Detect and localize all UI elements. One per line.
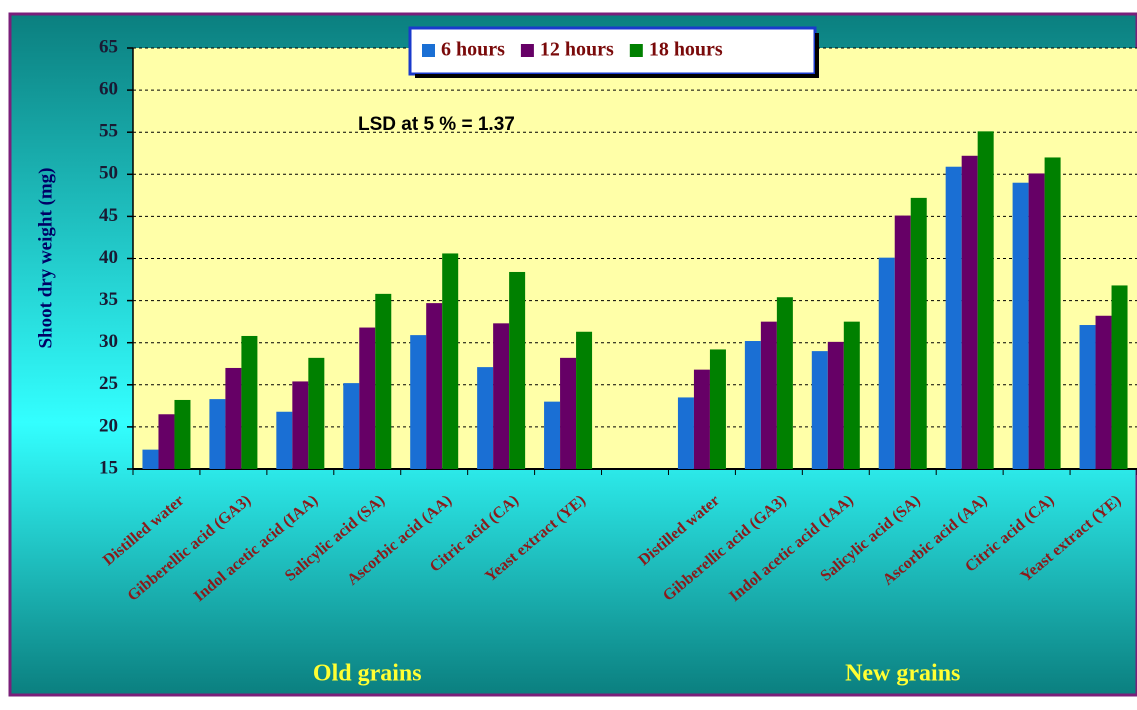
group-label: Old grains [313, 661, 422, 687]
bar [1111, 285, 1128, 469]
legend-shadow [815, 33, 819, 78]
y-axis-label: Shoot dry weight (mg) [35, 167, 56, 348]
bar [343, 383, 360, 469]
y-tick-label: 25 [99, 373, 118, 394]
bar [1095, 315, 1112, 469]
bar [225, 367, 242, 469]
bar [509, 271, 526, 469]
bar [292, 381, 309, 469]
y-tick-label: 45 [99, 205, 118, 226]
legend-label: 6 hours [441, 39, 505, 61]
legend-swatch [422, 44, 435, 57]
bar [693, 369, 710, 469]
legend-swatch [629, 44, 643, 57]
y-tick-label: 20 [99, 415, 118, 436]
bar [410, 335, 427, 469]
bar [142, 449, 159, 469]
legend-label: 18 hours [649, 39, 723, 61]
y-tick-label: 50 [99, 163, 118, 184]
legend-label: 12 hours [540, 39, 614, 61]
bar [878, 257, 895, 469]
y-tick-label: 15 [99, 457, 118, 478]
bar [709, 349, 726, 469]
bar [977, 131, 994, 469]
bar [1012, 182, 1029, 469]
bar [477, 367, 494, 469]
legend-shadow [415, 74, 819, 78]
bar [426, 303, 443, 469]
bar [894, 215, 911, 469]
y-tick-label: 30 [99, 331, 118, 352]
bar [910, 197, 927, 469]
bar [544, 401, 561, 469]
bar [209, 399, 226, 469]
bar [776, 297, 793, 469]
bar [843, 321, 860, 469]
y-tick-label: 40 [99, 247, 118, 268]
y-tick-label: 60 [99, 78, 118, 99]
legend [408, 26, 817, 76]
annotation: LSD at 5 % = 1.37 [358, 114, 515, 135]
bar [241, 335, 258, 469]
bar [174, 399, 191, 469]
group-label: New grains [845, 661, 960, 687]
bar [961, 155, 978, 469]
bar [308, 357, 325, 469]
bar [744, 341, 761, 469]
bar [1079, 325, 1096, 469]
legend-swatch [520, 44, 534, 57]
bar [276, 411, 293, 469]
bar [827, 341, 844, 469]
bar [560, 357, 577, 469]
bar [493, 323, 510, 469]
y-tick-label: 55 [99, 121, 118, 142]
bar [1028, 173, 1045, 469]
y-tick-label: 65 [99, 36, 118, 57]
bar [945, 166, 962, 470]
bar [576, 331, 593, 469]
bar [677, 397, 694, 469]
bar [760, 321, 777, 469]
bar [811, 351, 828, 469]
bar [375, 293, 392, 469]
bar [1044, 157, 1061, 469]
y-tick-label: 35 [99, 289, 118, 310]
bar [359, 327, 376, 469]
bar [442, 253, 459, 469]
bar [158, 414, 175, 469]
